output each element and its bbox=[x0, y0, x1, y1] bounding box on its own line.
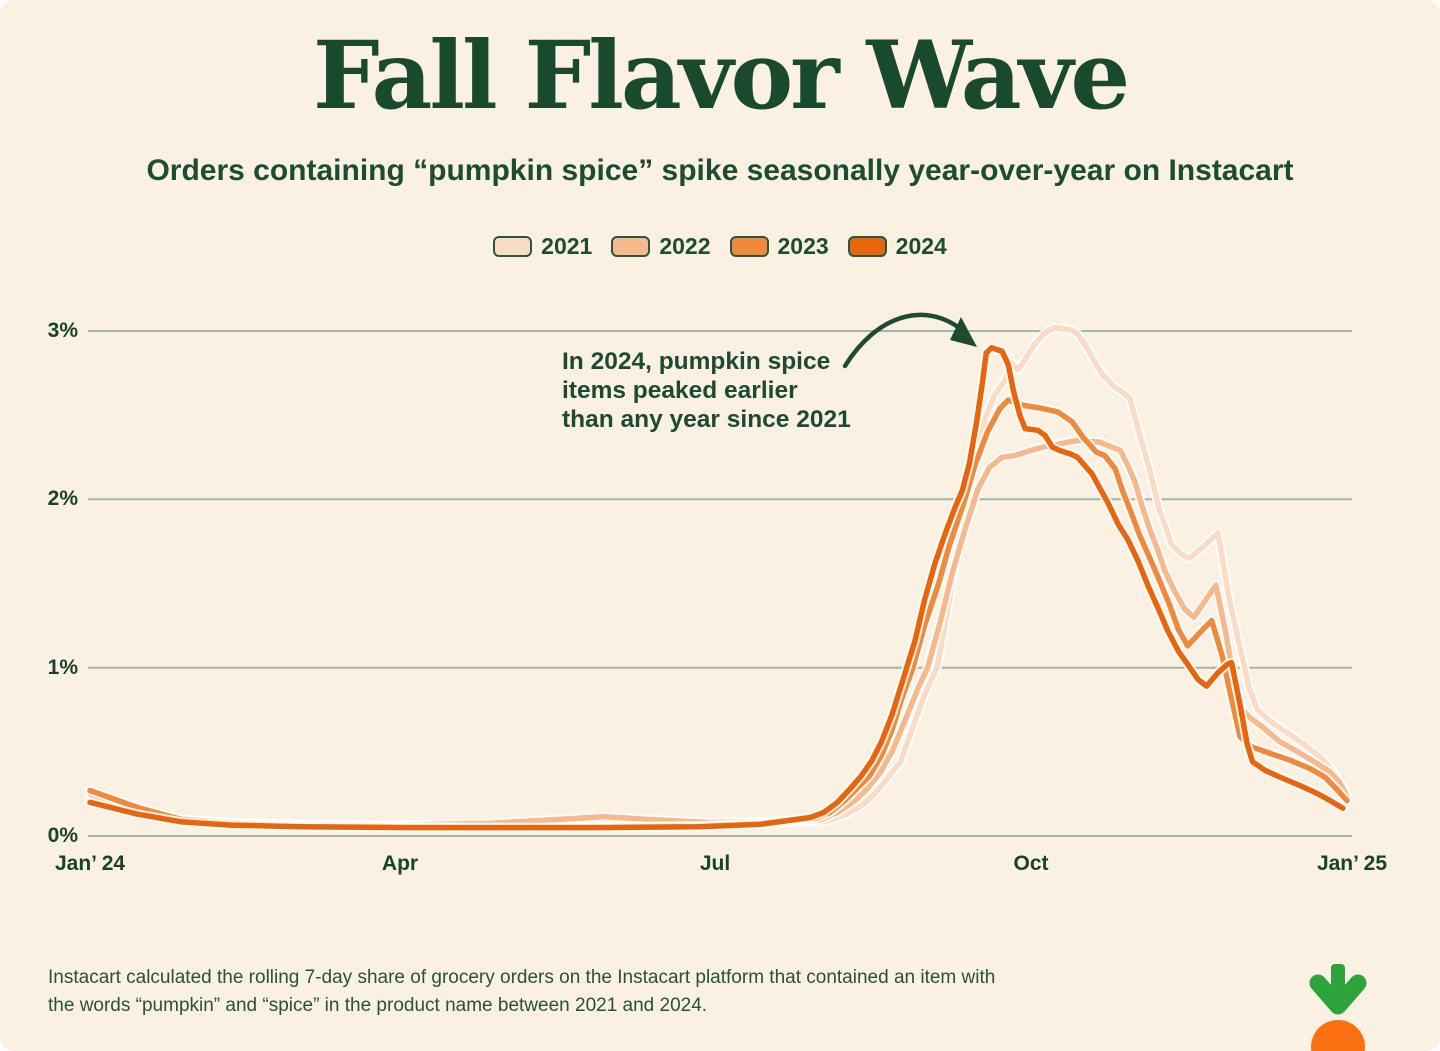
legend-label-2024: 2024 bbox=[895, 233, 947, 259]
line-2024 bbox=[87, 345, 1346, 831]
legend-item-2023: 2023 bbox=[729, 233, 829, 260]
legend-label-2023: 2023 bbox=[777, 233, 829, 259]
gridlines bbox=[88, 330, 1352, 837]
legend-swatch-2024 bbox=[847, 236, 887, 257]
x-tick-oct: Oct bbox=[1013, 852, 1049, 875]
x-tick-jan24: Jan’ 24 bbox=[55, 852, 126, 875]
annotation-text: In 2024, pumpkin spice items peaked earl… bbox=[562, 347, 892, 434]
x-tick-jan25: Jan’ 25 bbox=[1316, 852, 1387, 875]
legend-item-2024: 2024 bbox=[847, 233, 947, 260]
annotation-line-2: items peaked earlier bbox=[562, 377, 798, 404]
legend-item-2022: 2022 bbox=[611, 233, 711, 260]
footnote-line-1: Instacart calculated the rolling 7-day s… bbox=[48, 967, 996, 988]
annotation-line-3: than any year since 2021 bbox=[562, 406, 851, 433]
legend-item-2021: 2021 bbox=[493, 233, 592, 260]
footnote-line-2: the words “pumpkin” and “spice” in the p… bbox=[48, 994, 708, 1016]
y-tick-2pct: 2% bbox=[47, 487, 78, 510]
legend-swatch-2021 bbox=[493, 236, 533, 257]
chart-legend: 2021 2022 2023 2024 bbox=[0, 233, 1440, 260]
legend-label-2022: 2022 bbox=[659, 233, 711, 259]
page-title: Fall Flavor Wave bbox=[312, 21, 1130, 131]
instacart-carrot-logo bbox=[1309, 964, 1367, 1051]
x-tick-jul: Jul bbox=[699, 852, 731, 875]
y-tick-3pct: 3% bbox=[47, 319, 78, 342]
y-tick-0pct: 0% bbox=[47, 824, 78, 847]
annotation-arrow bbox=[842, 312, 977, 369]
chart-series-lines bbox=[85, 322, 1352, 833]
legend-swatch-2023 bbox=[729, 236, 769, 257]
legend-swatch-2022 bbox=[611, 236, 651, 257]
x-tick-apr: Apr bbox=[381, 852, 419, 875]
footnote: Instacart calculated the rolling 7-day s… bbox=[48, 964, 1188, 1019]
y-tick-1pct: 1% bbox=[47, 656, 78, 679]
annotation-line-1: In 2024, pumpkin spice bbox=[562, 348, 831, 375]
page-subtitle: Orders containing “pumpkin spice” spike … bbox=[146, 154, 1294, 187]
legend-label-2021: 2021 bbox=[541, 233, 593, 259]
